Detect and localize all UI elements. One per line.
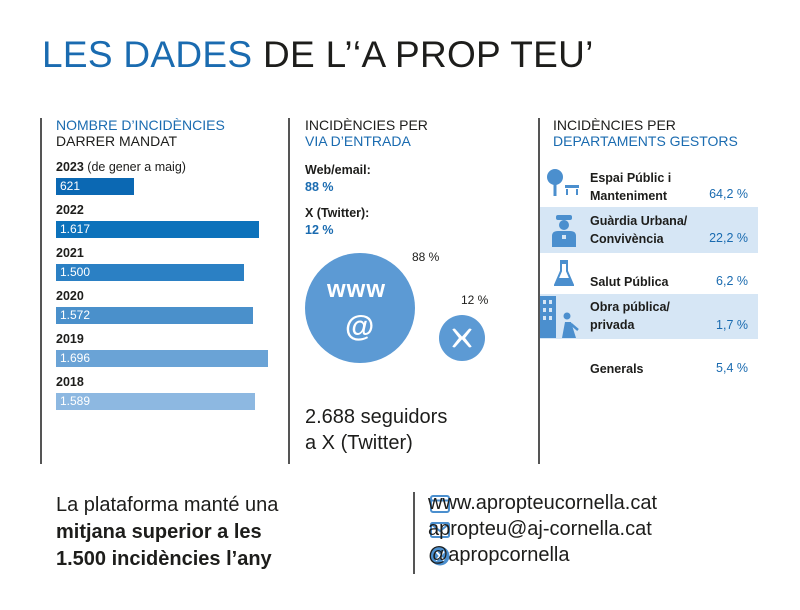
bar-chart-title: NOMBRE D’INCIDÈNCIES DARRER MANDAT — [56, 117, 225, 149]
dept-name-guardia: Guàrdia Urbana/ Convivència — [590, 212, 687, 248]
dept-name-guardia-line1: Guàrdia Urbana/ — [590, 214, 688, 228]
entry-chart-title-line1: INCIDÈNCIES PER — [305, 117, 428, 133]
entry-x-label: X (Twitter): — [305, 206, 370, 220]
bar-year-label: 2022 — [56, 203, 84, 217]
divider-col3 — [538, 118, 540, 464]
dept-name-obra-line1: Obra pública/ — [590, 300, 670, 314]
bar: 1.572 — [56, 307, 253, 324]
bubble-web — [305, 253, 415, 363]
tree-bench-icon — [547, 169, 579, 196]
bar: 1.696 — [56, 350, 268, 367]
title-highlight: LES DADES — [42, 34, 253, 75]
entry-x-value: 12 % — [305, 223, 334, 237]
bar-value-label: 1.572 — [60, 308, 91, 322]
x-logo-icon — [452, 328, 472, 348]
bar-year-label: 2020 — [56, 289, 84, 303]
police-officer-icon — [552, 215, 576, 247]
dept-row-bg-guardia — [540, 207, 758, 253]
bar-value-label: 1.500 — [60, 265, 91, 279]
divider-col2 — [288, 118, 290, 464]
x-logo-icon — [430, 546, 450, 566]
bar-year-label: 2018 — [56, 375, 84, 389]
followers-line2: a X (Twitter) — [305, 432, 413, 454]
dept-pct-salut: 6,2 % — [716, 274, 748, 288]
dept-pct-obra: 1,7 % — [716, 318, 748, 332]
bar: 1.500 — [56, 264, 244, 281]
bar: 621 — [56, 178, 134, 195]
bar-value-label: 621 — [60, 179, 81, 193]
contact-x[interactable]: @apropcornella — [428, 544, 570, 566]
bar-chart-title-line2: DARRER MANDAT — [56, 133, 178, 149]
footer-summary: La plataforma manté una mitjana superior… — [56, 492, 278, 573]
bar-chart-title-line1: NOMBRE D’INCIDÈNCIES — [56, 117, 225, 133]
dept-name-obra-line2: privada — [590, 318, 635, 332]
entry-chart-title: INCIDÈNCIES PER VIA D’ENTRADA — [305, 117, 428, 149]
bar: 1.617 — [56, 221, 259, 238]
dept-name-espai-line1: Espai Públic i — [590, 171, 672, 185]
bar-value-label: 1.696 — [60, 351, 91, 365]
page-title: LES DADES DE L’‘A PROP TEU’ — [42, 34, 594, 76]
dept-pct-generals: 5,4 % — [716, 361, 748, 375]
bar-year-note: (de gener a maig) — [87, 160, 186, 174]
entry-web-value: 88 % — [305, 180, 334, 194]
footer-line3: 1.500 incidències l’any — [56, 548, 272, 570]
at-icon: @ — [345, 310, 375, 343]
footer-line1: La plataforma manté una — [56, 494, 279, 516]
bubble-x-pct: 12 % — [461, 293, 489, 307]
dept-chart-title-line2: DEPARTAMENTS GESTORS — [553, 133, 738, 149]
followers-line1: 2.688 seguidors — [305, 406, 448, 428]
dept-pct-espai: 64,2 % — [709, 187, 748, 201]
www-icon: www — [327, 276, 387, 303]
dept-name-guardia-line2: Convivència — [590, 232, 664, 246]
bar-value-label: 1.589 — [60, 394, 91, 408]
title-rest: DE L’‘A PROP TEU’ — [263, 34, 594, 75]
followers-text: 2.688 seguidors a X (Twitter) — [305, 404, 447, 456]
dept-chart-title: INCIDÈNCIES PER DEPARTAMENTS GESTORS — [553, 117, 738, 149]
construction-worker-icon — [540, 296, 579, 338]
bubble-web-pct: 88 % — [412, 250, 440, 264]
dept-chart-title-line1: INCIDÈNCIES PER — [553, 117, 676, 133]
divider-col1 — [40, 118, 42, 464]
bar-year-label: 2023 (de gener a maig) — [56, 160, 186, 174]
dept-pct-guardia: 22,2 % — [709, 231, 748, 245]
lab-flask-icon — [554, 260, 574, 286]
footer-line2: mitjana superior a les — [56, 521, 262, 543]
dept-name-generals: Generals — [590, 362, 644, 376]
dept-row-bg-obra — [540, 294, 758, 339]
divider-footer — [413, 492, 415, 574]
dept-name-espai: Espai Públic i Manteniment — [590, 169, 671, 205]
contact-web[interactable]: www.apropteucornella.cat — [428, 492, 658, 514]
bar: 1.589 — [56, 393, 255, 410]
dept-name-salut: Salut Pública — [590, 275, 669, 289]
contact-email[interactable]: apropteu@aj-cornella.cat — [428, 518, 652, 540]
bar-year-label: 2019 — [56, 332, 84, 346]
envelope-icon — [430, 522, 450, 538]
entry-web-label: Web/email: — [305, 163, 371, 177]
dept-name-obra: Obra pública/ privada — [590, 298, 670, 334]
bar-chart: 2023 (de gener a maig) 621 2022 1.617 2021 … — [56, 160, 286, 420]
browser-window-icon — [430, 495, 450, 513]
dept-name-espai-line2: Manteniment — [590, 189, 668, 203]
bar-year-label: 2021 — [56, 246, 84, 260]
entry-chart-title-line2: VIA D’ENTRADA — [305, 133, 411, 149]
bar-value-label: 1.617 — [60, 222, 91, 236]
